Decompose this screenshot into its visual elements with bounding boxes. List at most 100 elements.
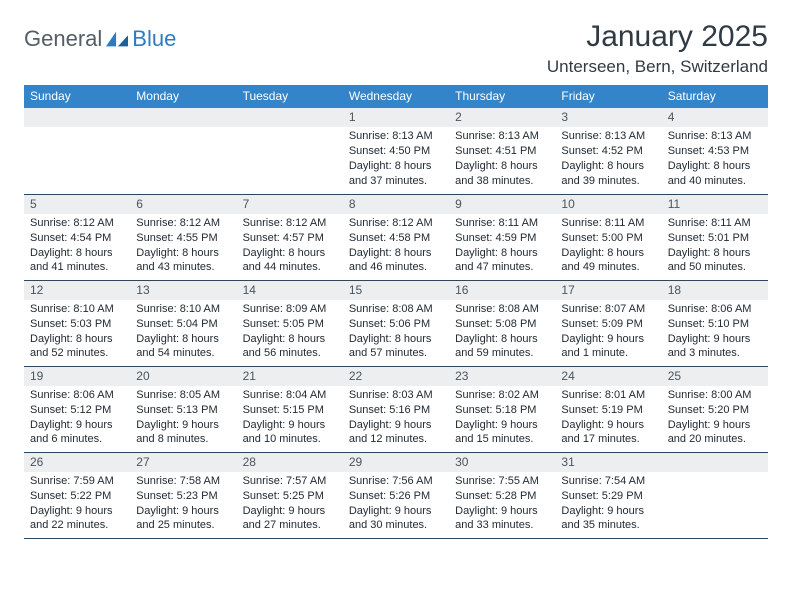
day-cell-body: Sunrise: 7:54 AMSunset: 5:29 PMDaylight:… (555, 472, 661, 537)
calendar-day-cell: 24Sunrise: 8:01 AMSunset: 5:19 PMDayligh… (555, 366, 661, 452)
header: General Blue January 2025 Unterseen, Ber… (24, 20, 768, 77)
logo-general-text: General (24, 26, 102, 52)
calendar-day-cell: 16Sunrise: 8:08 AMSunset: 5:08 PMDayligh… (449, 280, 555, 366)
day-number-bar: 10 (555, 195, 661, 214)
day-number-bar: 20 (130, 367, 236, 386)
calendar-day-cell: 29Sunrise: 7:56 AMSunset: 5:26 PMDayligh… (343, 452, 449, 538)
brand-logo: General Blue (24, 26, 176, 52)
day-number-bar: 15 (343, 281, 449, 300)
calendar-day-cell: 27Sunrise: 7:58 AMSunset: 5:23 PMDayligh… (130, 452, 236, 538)
calendar-week-row: 12Sunrise: 8:10 AMSunset: 5:03 PMDayligh… (24, 280, 768, 366)
day-number-bar (24, 108, 130, 127)
day-cell-body: Sunrise: 7:58 AMSunset: 5:23 PMDaylight:… (130, 472, 236, 537)
day-number-bar: 3 (555, 108, 661, 127)
day-cell-body: Sunrise: 8:11 AMSunset: 5:00 PMDaylight:… (555, 214, 661, 279)
calendar-week-row: 1Sunrise: 8:13 AMSunset: 4:50 PMDaylight… (24, 108, 768, 194)
calendar-day-cell (24, 108, 130, 194)
day-number-bar: 11 (662, 195, 768, 214)
day-number-bar: 9 (449, 195, 555, 214)
day-cell-body: Sunrise: 8:13 AMSunset: 4:50 PMDaylight:… (343, 127, 449, 192)
calendar-day-cell: 10Sunrise: 8:11 AMSunset: 5:00 PMDayligh… (555, 194, 661, 280)
calendar-day-cell: 15Sunrise: 8:08 AMSunset: 5:06 PMDayligh… (343, 280, 449, 366)
day-cell-body: Sunrise: 7:57 AMSunset: 5:25 PMDaylight:… (237, 472, 343, 537)
day-number-bar: 31 (555, 453, 661, 472)
day-cell-body: Sunrise: 8:11 AMSunset: 4:59 PMDaylight:… (449, 214, 555, 279)
calendar-day-cell: 4Sunrise: 8:13 AMSunset: 4:53 PMDaylight… (662, 108, 768, 194)
calendar-day-cell: 23Sunrise: 8:02 AMSunset: 5:18 PMDayligh… (449, 366, 555, 452)
day-cell-body: Sunrise: 8:12 AMSunset: 4:55 PMDaylight:… (130, 214, 236, 279)
day-cell-body: Sunrise: 8:08 AMSunset: 5:06 PMDaylight:… (343, 300, 449, 365)
calendar-day-cell: 14Sunrise: 8:09 AMSunset: 5:05 PMDayligh… (237, 280, 343, 366)
day-number-bar: 22 (343, 367, 449, 386)
weekday-header: Wednesday (343, 85, 449, 108)
calendar-week-row: 19Sunrise: 8:06 AMSunset: 5:12 PMDayligh… (24, 366, 768, 452)
day-cell-body: Sunrise: 8:06 AMSunset: 5:12 PMDaylight:… (24, 386, 130, 451)
weekday-header: Monday (130, 85, 236, 108)
calendar-day-cell: 25Sunrise: 8:00 AMSunset: 5:20 PMDayligh… (662, 366, 768, 452)
day-cell-body: Sunrise: 8:07 AMSunset: 5:09 PMDaylight:… (555, 300, 661, 365)
day-cell-body: Sunrise: 8:02 AMSunset: 5:18 PMDaylight:… (449, 386, 555, 451)
month-title: January 2025 (547, 20, 768, 53)
day-cell-body: Sunrise: 8:13 AMSunset: 4:53 PMDaylight:… (662, 127, 768, 192)
day-number-bar: 6 (130, 195, 236, 214)
calendar-day-cell: 30Sunrise: 7:55 AMSunset: 5:28 PMDayligh… (449, 452, 555, 538)
day-number-bar: 30 (449, 453, 555, 472)
calendar-body: 1Sunrise: 8:13 AMSunset: 4:50 PMDaylight… (24, 108, 768, 538)
day-number-bar: 27 (130, 453, 236, 472)
day-cell-body: Sunrise: 8:12 AMSunset: 4:54 PMDaylight:… (24, 214, 130, 279)
calendar-day-cell: 28Sunrise: 7:57 AMSunset: 5:25 PMDayligh… (237, 452, 343, 538)
calendar-day-cell: 5Sunrise: 8:12 AMSunset: 4:54 PMDaylight… (24, 194, 130, 280)
day-cell-body: Sunrise: 8:11 AMSunset: 5:01 PMDaylight:… (662, 214, 768, 279)
calendar-day-cell: 22Sunrise: 8:03 AMSunset: 5:16 PMDayligh… (343, 366, 449, 452)
day-number-bar: 5 (24, 195, 130, 214)
day-cell-body: Sunrise: 7:59 AMSunset: 5:22 PMDaylight:… (24, 472, 130, 537)
calendar-day-cell: 12Sunrise: 8:10 AMSunset: 5:03 PMDayligh… (24, 280, 130, 366)
calendar-day-cell: 1Sunrise: 8:13 AMSunset: 4:50 PMDaylight… (343, 108, 449, 194)
calendar-day-cell (662, 452, 768, 538)
day-cell-body: Sunrise: 8:04 AMSunset: 5:15 PMDaylight:… (237, 386, 343, 451)
day-number-bar: 19 (24, 367, 130, 386)
calendar-day-cell: 17Sunrise: 8:07 AMSunset: 5:09 PMDayligh… (555, 280, 661, 366)
day-number-bar: 16 (449, 281, 555, 300)
calendar-day-cell: 7Sunrise: 8:12 AMSunset: 4:57 PMDaylight… (237, 194, 343, 280)
day-number-bar: 12 (24, 281, 130, 300)
day-cell-body: Sunrise: 8:09 AMSunset: 5:05 PMDaylight:… (237, 300, 343, 365)
day-cell-body: Sunrise: 8:10 AMSunset: 5:03 PMDaylight:… (24, 300, 130, 365)
day-number-bar (237, 108, 343, 127)
calendar-day-cell: 9Sunrise: 8:11 AMSunset: 4:59 PMDaylight… (449, 194, 555, 280)
logo-blue-text: Blue (132, 26, 176, 52)
day-number-bar: 26 (24, 453, 130, 472)
day-number-bar: 28 (237, 453, 343, 472)
calendar-day-cell: 26Sunrise: 7:59 AMSunset: 5:22 PMDayligh… (24, 452, 130, 538)
weekday-header: Tuesday (237, 85, 343, 108)
day-number-bar: 4 (662, 108, 768, 127)
day-number-bar: 14 (237, 281, 343, 300)
calendar-day-cell: 6Sunrise: 8:12 AMSunset: 4:55 PMDaylight… (130, 194, 236, 280)
day-number-bar: 29 (343, 453, 449, 472)
calendar-day-cell: 18Sunrise: 8:06 AMSunset: 5:10 PMDayligh… (662, 280, 768, 366)
day-number-bar: 2 (449, 108, 555, 127)
day-cell-body: Sunrise: 7:55 AMSunset: 5:28 PMDaylight:… (449, 472, 555, 537)
calendar-day-cell: 13Sunrise: 8:10 AMSunset: 5:04 PMDayligh… (130, 280, 236, 366)
calendar-day-cell: 20Sunrise: 8:05 AMSunset: 5:13 PMDayligh… (130, 366, 236, 452)
day-cell-body: Sunrise: 8:13 AMSunset: 4:51 PMDaylight:… (449, 127, 555, 192)
calendar-day-cell: 8Sunrise: 8:12 AMSunset: 4:58 PMDaylight… (343, 194, 449, 280)
calendar-week-row: 5Sunrise: 8:12 AMSunset: 4:54 PMDaylight… (24, 194, 768, 280)
day-number-bar: 24 (555, 367, 661, 386)
calendar-day-cell: 3Sunrise: 8:13 AMSunset: 4:52 PMDaylight… (555, 108, 661, 194)
day-number-bar (662, 453, 768, 472)
day-cell-body: Sunrise: 8:10 AMSunset: 5:04 PMDaylight:… (130, 300, 236, 365)
day-number-bar: 18 (662, 281, 768, 300)
day-cell-body: Sunrise: 8:12 AMSunset: 4:58 PMDaylight:… (343, 214, 449, 279)
day-number-bar: 7 (237, 195, 343, 214)
calendar-day-cell: 21Sunrise: 8:04 AMSunset: 5:15 PMDayligh… (237, 366, 343, 452)
day-cell-body: Sunrise: 8:08 AMSunset: 5:08 PMDaylight:… (449, 300, 555, 365)
day-cell-body: Sunrise: 8:01 AMSunset: 5:19 PMDaylight:… (555, 386, 661, 451)
day-cell-body: Sunrise: 7:56 AMSunset: 5:26 PMDaylight:… (343, 472, 449, 537)
weekday-header: Thursday (449, 85, 555, 108)
calendar-week-row: 26Sunrise: 7:59 AMSunset: 5:22 PMDayligh… (24, 452, 768, 538)
calendar-day-cell (237, 108, 343, 194)
day-number-bar: 21 (237, 367, 343, 386)
calendar-page: General Blue January 2025 Unterseen, Ber… (0, 0, 792, 612)
calendar-day-cell: 19Sunrise: 8:06 AMSunset: 5:12 PMDayligh… (24, 366, 130, 452)
